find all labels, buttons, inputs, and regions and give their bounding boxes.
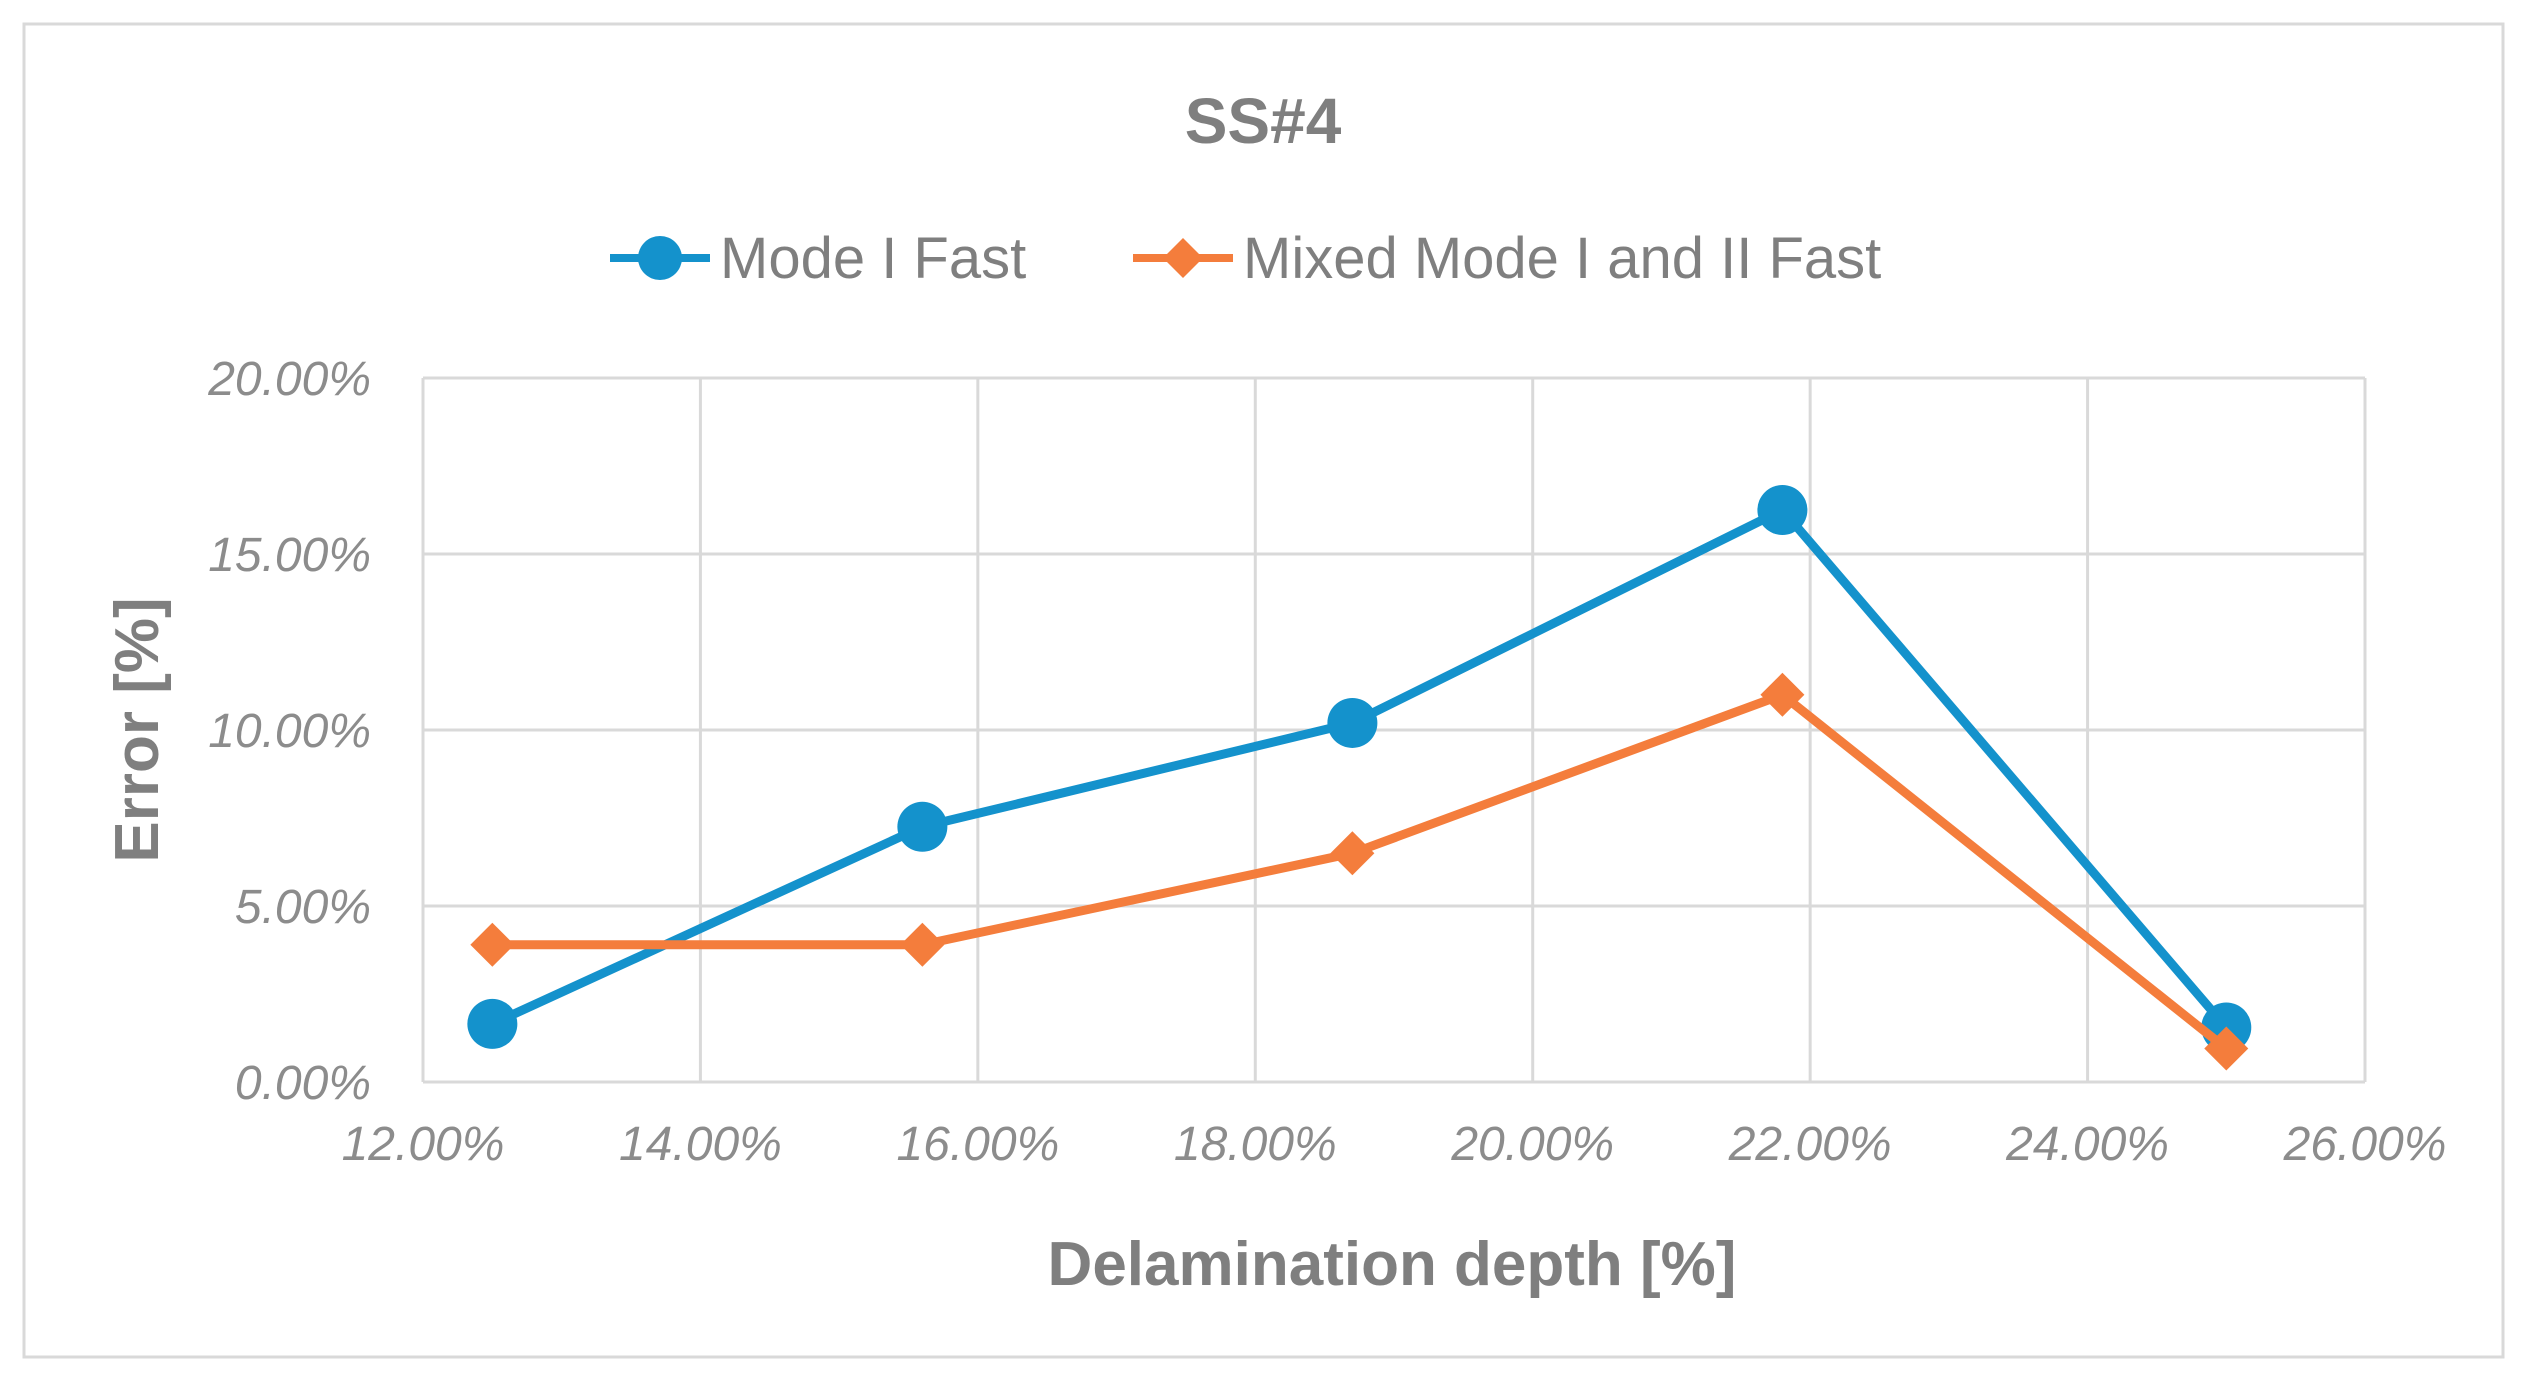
data-point-mixed-mode: [2204, 1026, 2249, 1071]
y-tick-label: 20.00%: [207, 353, 371, 406]
y-axis-ticks: 0.00% 5.00% 10.00% 15.00% 20.00%: [207, 353, 371, 1110]
x-tick-label: 12.00%: [342, 1118, 505, 1171]
legend-marker-circle: [638, 236, 682, 280]
x-tick-label: 24.00%: [2005, 1118, 2169, 1171]
legend-label-mode-i: Mode I Fast: [720, 226, 1026, 291]
y-tick-label: 0.00%: [235, 1057, 371, 1110]
y-axis-label: Error [%]: [103, 597, 172, 862]
x-tick-label: 16.00%: [896, 1118, 1059, 1171]
y-tick-label: 5.00%: [235, 881, 371, 934]
legend-item-mode-i: Mode I Fast: [610, 226, 1026, 291]
x-tick-label: 26.00%: [2283, 1118, 2447, 1171]
data-point-mixed-mode: [1760, 672, 1805, 717]
legend-label-mixed-mode: Mixed Mode I and II Fast: [1243, 226, 1881, 291]
x-tick-label: 22.00%: [1728, 1118, 1892, 1171]
data-point-mixed-mode: [900, 922, 945, 967]
y-tick-label: 15.00%: [208, 529, 371, 582]
chart-title: SS#4: [1185, 85, 1342, 157]
legend: Mode I Fast Mixed Mode I and II Fast: [610, 226, 1881, 291]
x-axis-label: Delamination depth [%]: [1048, 1230, 1737, 1299]
chart-border: [22, 22, 2505, 1359]
data-point-mode-i: [1757, 485, 1808, 535]
x-tick-label: 14.00%: [619, 1118, 782, 1171]
data-point-mode-i: [467, 998, 518, 1049]
y-tick-label: 10.00%: [208, 705, 371, 758]
data-point-mixed-mode: [1330, 831, 1375, 876]
series-layer: [467, 485, 2252, 1071]
data-point-mode-i: [897, 801, 948, 852]
x-tick-label: 18.00%: [1174, 1118, 1337, 1171]
legend-item-mixed-mode: Mixed Mode I and II Fast: [1133, 226, 1881, 291]
x-tick-label: 20.00%: [1450, 1118, 1614, 1171]
data-point-mixed-mode: [470, 922, 515, 967]
legend-marker-diamond: [1163, 238, 1203, 278]
data-point-mode-i: [1327, 697, 1378, 748]
x-axis-ticks: 12.00% 14.00% 16.00% 18.00% 20.00% 22.00% 24.0…: [342, 1118, 2447, 1171]
